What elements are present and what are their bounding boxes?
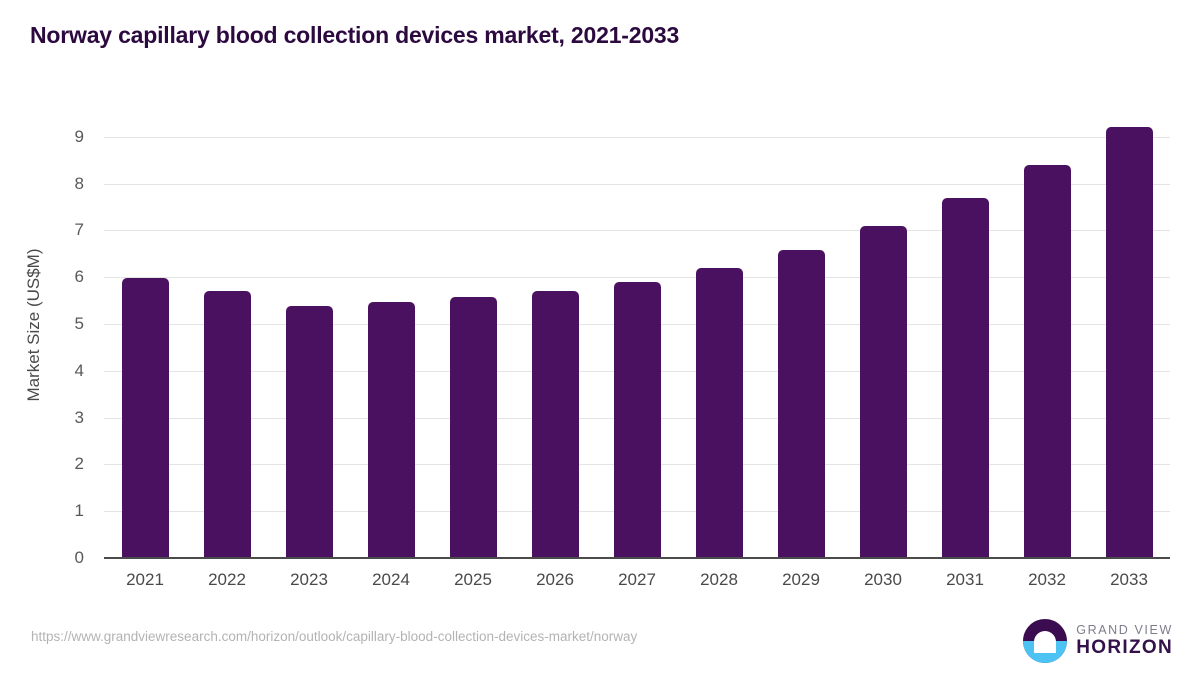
bar-2029[interactable] (777, 250, 825, 558)
bar-2026[interactable] (531, 291, 579, 558)
logo-sun-dome (1034, 631, 1057, 654)
bar-cell (268, 118, 350, 558)
x-axis-tick-label: 2024 (372, 570, 410, 589)
bar-2030[interactable] (859, 225, 907, 558)
x-axis-tick-label: 2025 (454, 570, 492, 589)
bar-cell (186, 118, 268, 558)
bar-cell (432, 118, 514, 558)
bar-series (104, 118, 1170, 558)
x-axis-tick-label: 2029 (782, 570, 820, 589)
source-url[interactable]: https://www.grandviewresearch.com/horizo… (31, 629, 638, 644)
y-axis-tick-label: 3 (74, 407, 84, 427)
y-axis-tick-label: 7 (74, 220, 84, 240)
gridline (104, 183, 1170, 185)
bar-cell (104, 118, 186, 558)
y-axis-tick-label: 9 (74, 126, 84, 146)
grid-area: 0 1 2 3 4 5 6 7 8 9 (75, 118, 1170, 567)
gridline (104, 277, 1170, 279)
y-axis-tick-label: 4 (74, 360, 84, 380)
x-axis-tick-label: 2021 (126, 570, 164, 589)
y-axis-tick-label: 5 (74, 313, 84, 333)
bar-2021[interactable] (121, 278, 169, 558)
bar-2033[interactable] (1105, 127, 1153, 558)
y-axis-tick-label: 8 (74, 173, 84, 193)
logo-wordmark: GRAND VIEW HORIZON (1076, 623, 1173, 659)
bar-2024[interactable] (367, 301, 415, 558)
bar-2023[interactable] (285, 306, 333, 558)
x-axis-tick-label: 2028 (700, 570, 738, 589)
x-axis-tick-label: 2033 (1110, 570, 1148, 589)
x-axis-tick-label: 2022 (208, 570, 246, 589)
gridline (104, 230, 1170, 232)
bar-cell (678, 118, 760, 558)
x-axis-tick-label: 2027 (618, 570, 656, 589)
y-axis-tick-label: 1 (74, 501, 84, 521)
bar-2025[interactable] (449, 296, 497, 558)
page-title: Norway capillary blood collection device… (30, 22, 680, 48)
bar-2028[interactable] (695, 268, 743, 558)
bar-cell (596, 118, 678, 558)
x-axis-labels: 2021 2022 2023 2024 2025 2026 2027 2028 2029 2030… (104, 570, 1170, 590)
y-axis-tick-label: 6 (74, 267, 84, 287)
logo-text-grand-view: GRAND VIEW (1076, 622, 1173, 637)
bar-cell (1088, 118, 1170, 558)
y-axis-tick-label: 0 (74, 548, 84, 567)
horizon-sun-icon (1023, 619, 1068, 663)
bar-cell (924, 118, 1006, 558)
y-axis-tick-label: 2 (74, 454, 84, 474)
bar-cell (350, 118, 432, 558)
logo-ray-one (1035, 645, 1055, 648)
grand-view-horizon-logo[interactable]: GRAND VIEW HORIZON (1023, 617, 1173, 665)
x-axis-tick-label: 2031 (946, 570, 984, 589)
x-axis-tick-label: 2023 (290, 570, 328, 589)
x-axis-tick-label: 2030 (864, 570, 902, 589)
bar-2032[interactable] (1023, 165, 1071, 558)
bar-2031[interactable] (941, 198, 989, 558)
bar-2027[interactable] (613, 282, 661, 558)
bar-2022[interactable] (203, 291, 251, 558)
bar-cell (842, 118, 924, 558)
bar-cell (760, 118, 842, 558)
bar-cell (1006, 118, 1088, 558)
logo-text-horizon: HORIZON (1076, 637, 1173, 659)
x-axis-line (104, 557, 1170, 559)
logo-ray-two (1038, 650, 1052, 653)
gridline (104, 136, 1170, 138)
bar-cell (514, 118, 596, 558)
x-axis-tick-label: 2026 (536, 570, 574, 589)
x-axis-tick-label: 2032 (1028, 570, 1066, 589)
